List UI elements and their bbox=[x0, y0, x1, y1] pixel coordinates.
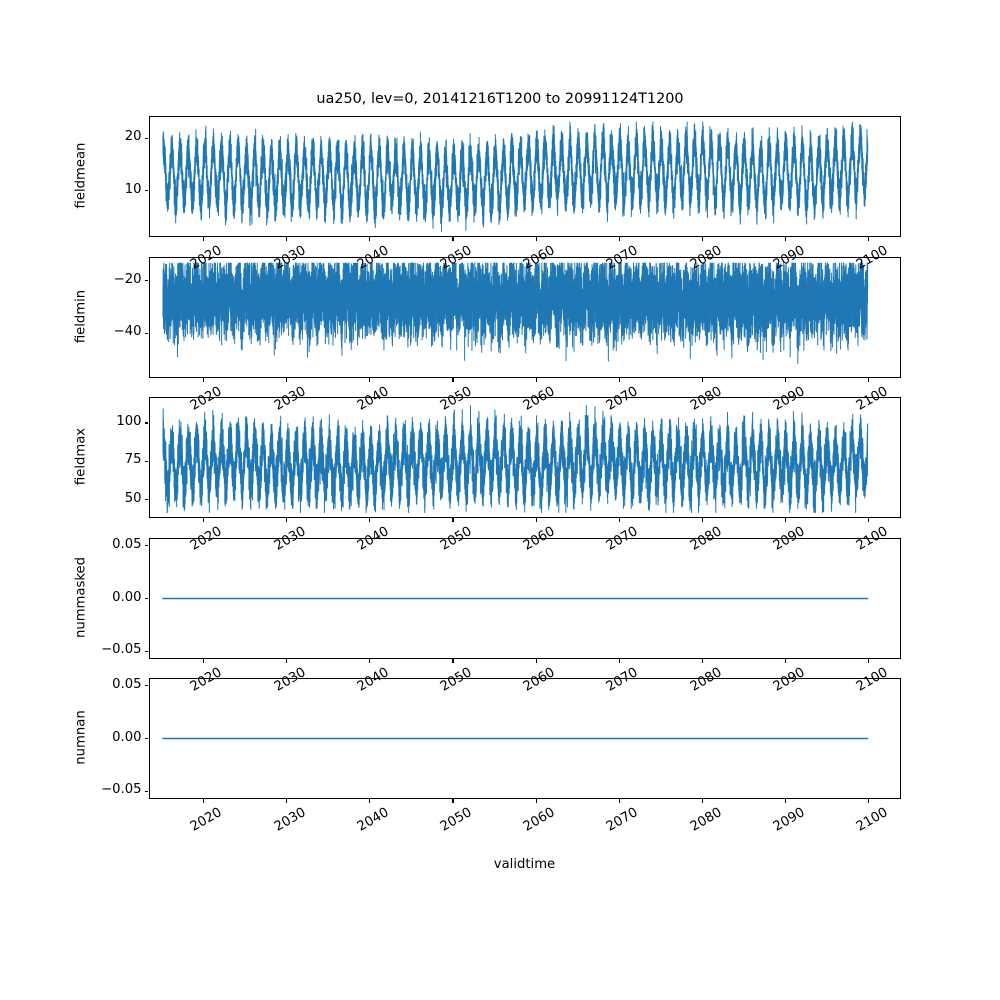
ytick-mark-nummasked-0 bbox=[144, 650, 149, 652]
ytick-label-nummasked-2: 0.05 bbox=[112, 536, 142, 552]
ytick-mark-nummasked-1 bbox=[144, 597, 149, 600]
ytick-label-fieldmax-2: 100 bbox=[116, 414, 142, 430]
ytick-label-fieldmean-0: 10 bbox=[124, 181, 142, 197]
xtick-mark-fieldmax-4 bbox=[535, 518, 537, 522]
ytick-mark-fieldmax-0 bbox=[144, 499, 149, 501]
y-axis-label-numnan: numnan bbox=[73, 709, 88, 765]
figure-title: ua250, lev=0, 20141216T1200 to 20991124T… bbox=[316, 91, 684, 107]
xtick-mark-fieldmin-0 bbox=[202, 378, 204, 382]
ytick-label-nummasked-0: −0.05 bbox=[101, 642, 142, 658]
ytick-label-fieldmax-1: 75 bbox=[124, 452, 142, 468]
xtick-mark-fieldmean-2 bbox=[369, 237, 371, 241]
xtick-mark-fieldmean-3 bbox=[452, 237, 454, 241]
xtick-mark-fieldmin-3 bbox=[452, 378, 454, 382]
xtick-mark-nummasked-7 bbox=[785, 659, 787, 663]
subplot-fieldmin bbox=[148, 257, 901, 378]
xtick-mark-fieldmin-8 bbox=[868, 378, 870, 382]
xtick-mark-fieldmax-3 bbox=[452, 518, 454, 522]
xtick-mark-fieldmax-0 bbox=[202, 518, 204, 522]
ytick-label-fieldmin-1: −40 bbox=[113, 324, 142, 340]
xtick-mark-numnan-4 bbox=[535, 799, 537, 803]
xtick-mark-fieldmax-8 bbox=[868, 518, 870, 522]
plot-line-fieldmean bbox=[150, 117, 900, 236]
xtick-mark-numnan-7 bbox=[785, 799, 787, 803]
subplot-numnan bbox=[148, 678, 901, 799]
xtick-mark-fieldmax-6 bbox=[701, 518, 704, 522]
xtick-mark-fieldmean-8 bbox=[868, 237, 870, 241]
xtick-mark-fieldmean-1 bbox=[286, 237, 288, 241]
ytick-mark-numnan-1 bbox=[144, 737, 149, 740]
xtick-mark-numnan-2 bbox=[369, 799, 371, 803]
xtick-mark-fieldmin-4 bbox=[535, 378, 537, 382]
xtick-mark-numnan-8 bbox=[868, 799, 870, 803]
plot-line-fieldmin bbox=[150, 258, 900, 377]
xtick-mark-fieldmean-6 bbox=[701, 237, 704, 241]
xtick-mark-nummasked-8 bbox=[868, 659, 870, 663]
ytick-mark-fieldmax-1 bbox=[144, 460, 149, 462]
xtick-mark-fieldmin-7 bbox=[785, 378, 787, 382]
xtick-mark-fieldmax-1 bbox=[286, 518, 288, 522]
plot-line-fieldmax bbox=[150, 398, 900, 517]
ytick-mark-numnan-0 bbox=[144, 790, 149, 792]
subplot-fieldmean bbox=[148, 116, 901, 237]
ytick-mark-fieldmin-1 bbox=[144, 332, 149, 334]
ytick-label-fieldmin-0: −20 bbox=[113, 271, 142, 287]
ytick-mark-fieldmax-2 bbox=[144, 422, 149, 424]
x-axis-label: validtime bbox=[493, 857, 556, 872]
ytick-label-fieldmean-1: 20 bbox=[124, 129, 142, 145]
xtick-mark-nummasked-0 bbox=[202, 659, 204, 663]
xtick-mark-fieldmin-2 bbox=[369, 378, 371, 382]
subplot-nummasked bbox=[148, 538, 901, 659]
xtick-mark-fieldmax-7 bbox=[785, 518, 787, 522]
xtick-mark-fieldmin-1 bbox=[286, 378, 288, 382]
xtick-mark-fieldmean-5 bbox=[618, 237, 620, 241]
ytick-label-nummasked-1: 0.00 bbox=[112, 589, 142, 605]
ytick-label-fieldmax-0: 50 bbox=[124, 490, 142, 506]
xtick-mark-numnan-0 bbox=[202, 799, 204, 803]
ytick-label-numnan-2: 0.05 bbox=[112, 676, 142, 692]
xtick-mark-fieldmax-2 bbox=[369, 518, 371, 522]
xtick-mark-fieldmean-7 bbox=[785, 237, 787, 241]
xtick-mark-fieldmin-5 bbox=[618, 378, 620, 382]
ytick-mark-nummasked-2 bbox=[144, 545, 149, 547]
ytick-label-numnan-1: 0.00 bbox=[112, 729, 142, 745]
xtick-mark-nummasked-5 bbox=[618, 659, 620, 663]
xtick-mark-fieldmin-6 bbox=[701, 378, 704, 382]
xtick-mark-numnan-5 bbox=[618, 799, 620, 803]
xtick-mark-nummasked-6 bbox=[701, 659, 704, 663]
ytick-mark-fieldmean-0 bbox=[144, 190, 149, 192]
xtick-mark-nummasked-3 bbox=[452, 659, 454, 663]
ytick-mark-fieldmean-1 bbox=[144, 137, 149, 139]
plot-line-numnan bbox=[150, 679, 900, 798]
xtick-mark-numnan-3 bbox=[452, 799, 454, 803]
xtick-mark-nummasked-1 bbox=[286, 659, 288, 663]
xtick-mark-fieldmean-0 bbox=[202, 237, 204, 241]
xtick-mark-nummasked-2 bbox=[369, 659, 371, 663]
plot-line-nummasked bbox=[150, 539, 900, 658]
xtick-mark-numnan-6 bbox=[701, 799, 704, 803]
xtick-mark-fieldmax-5 bbox=[618, 518, 620, 522]
subplot-fieldmax bbox=[148, 397, 901, 518]
ytick-mark-fieldmin-0 bbox=[144, 280, 149, 282]
ytick-label-numnan-0: −0.05 bbox=[101, 782, 142, 798]
xtick-mark-numnan-1 bbox=[286, 799, 288, 803]
ytick-mark-numnan-2 bbox=[144, 685, 149, 687]
xtick-mark-nummasked-4 bbox=[535, 659, 537, 663]
xtick-mark-fieldmean-4 bbox=[535, 237, 537, 241]
